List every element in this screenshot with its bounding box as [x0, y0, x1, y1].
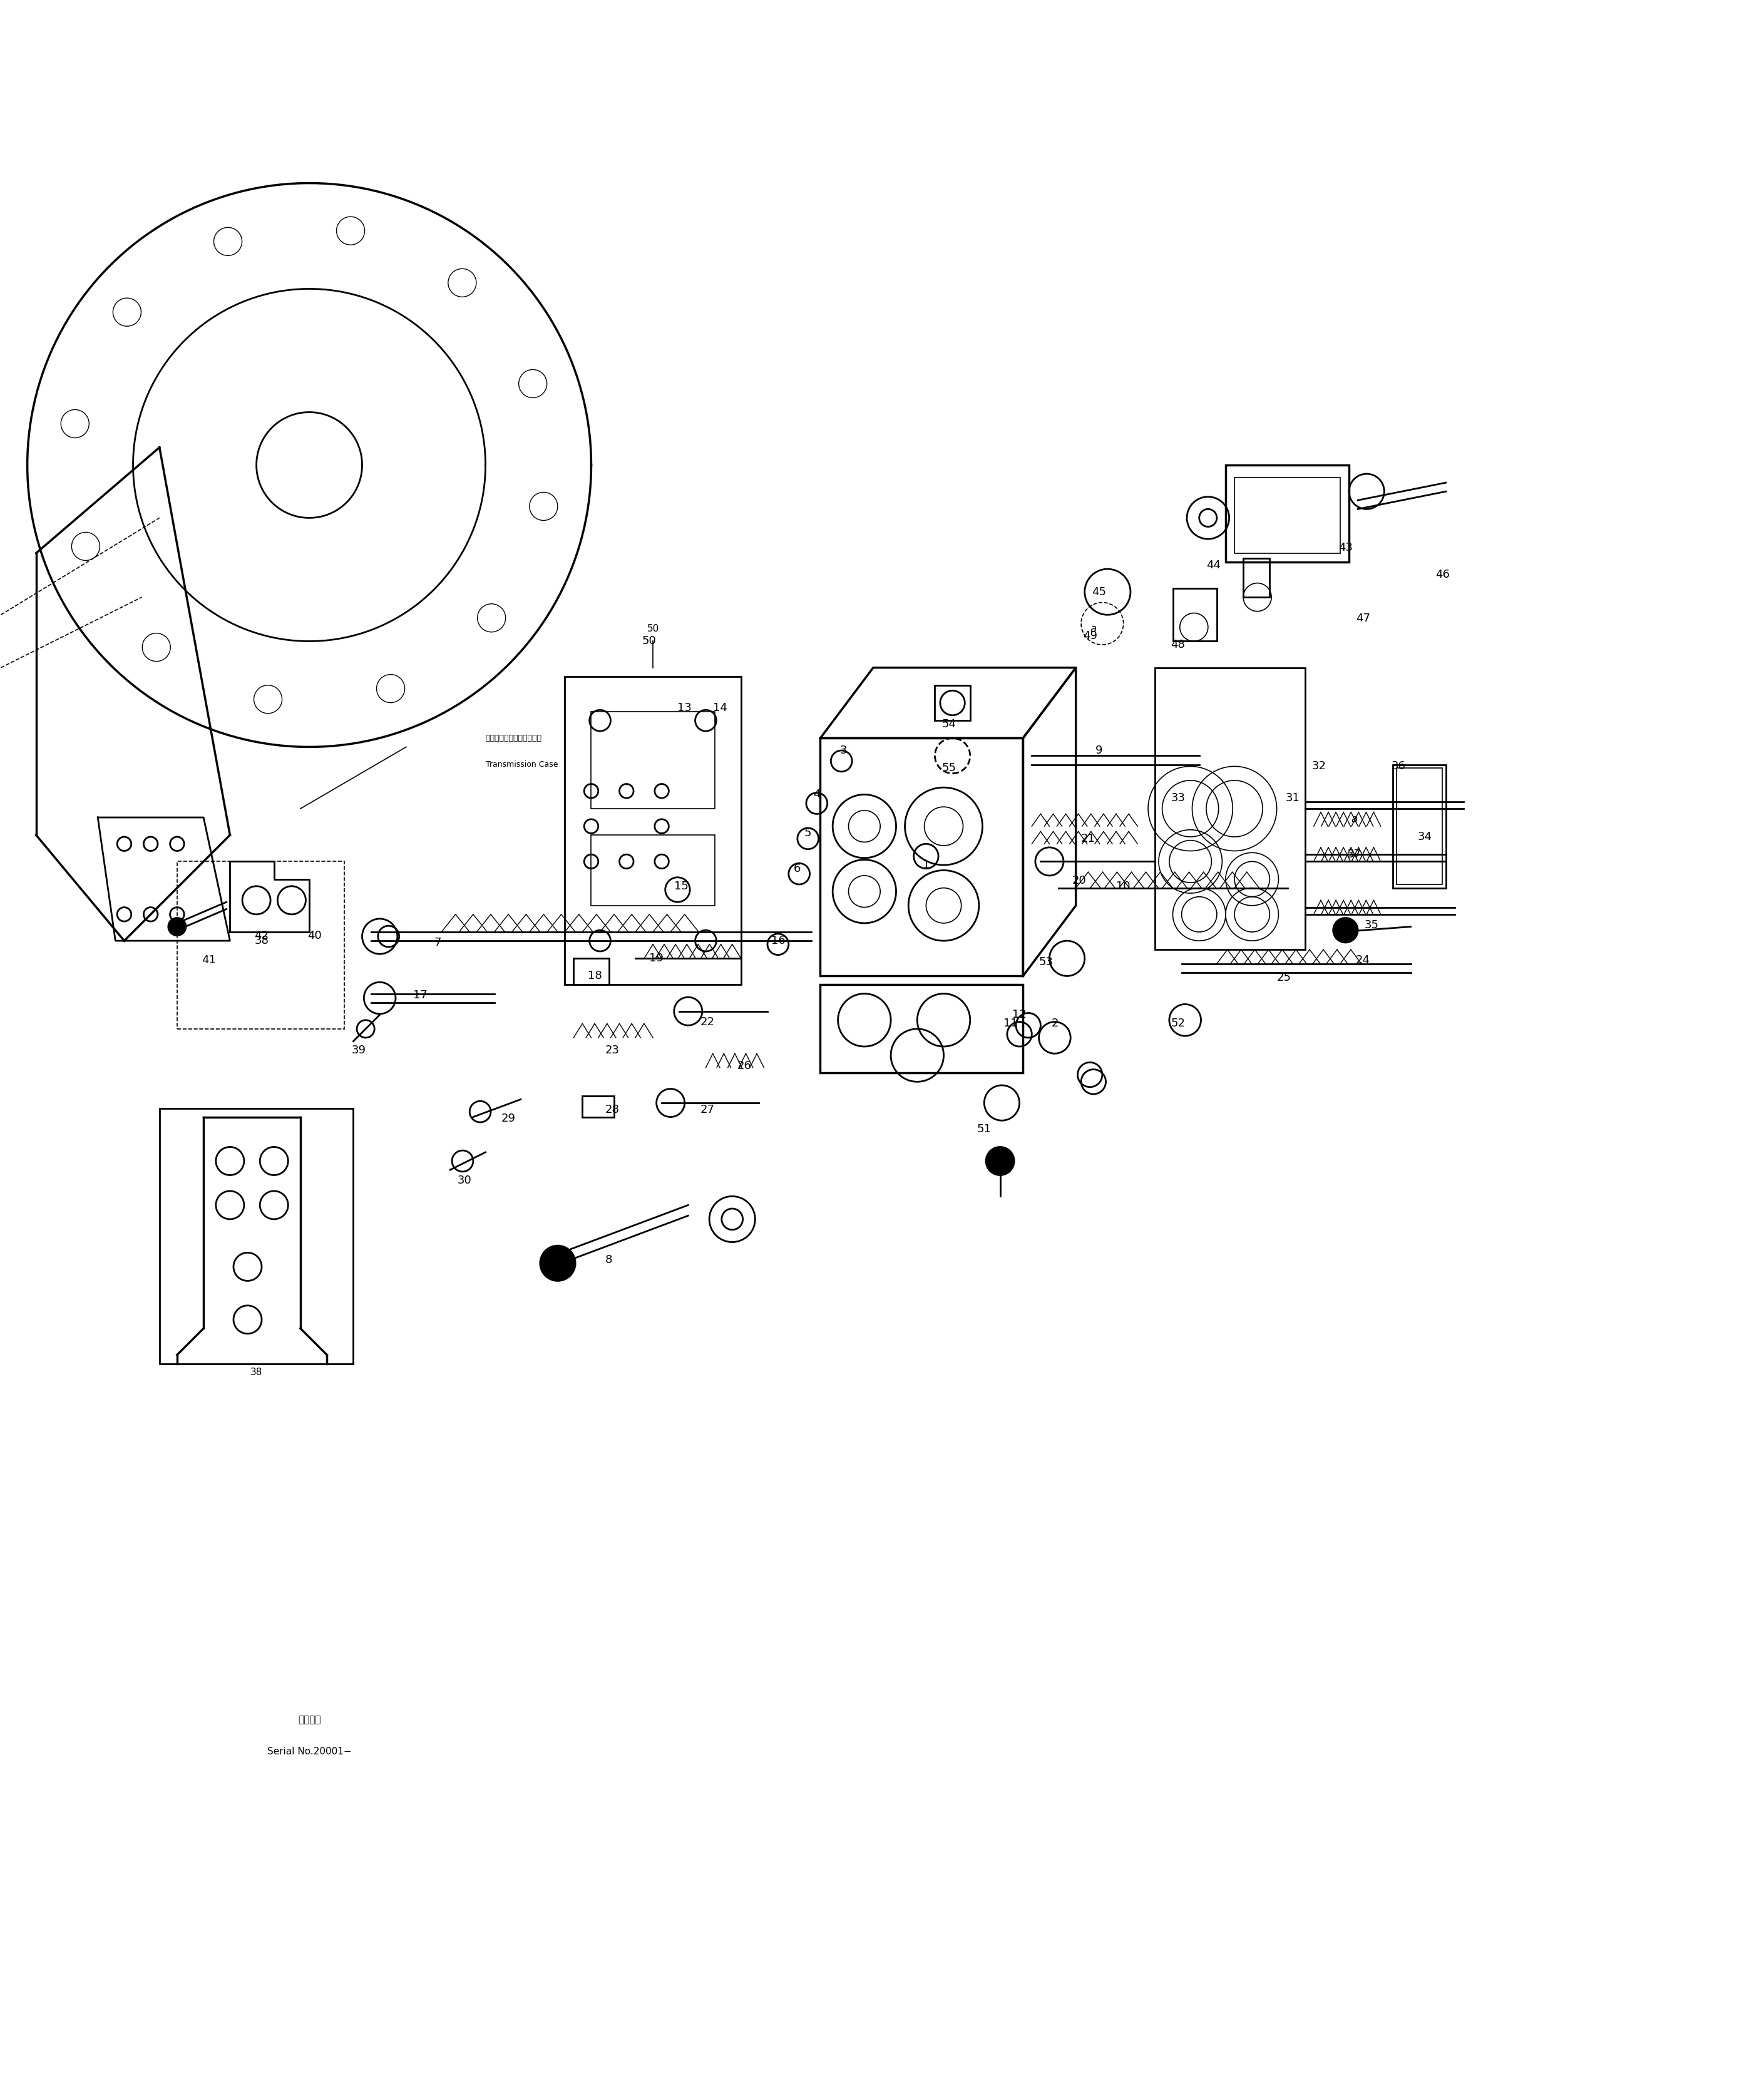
Text: 29: 29: [501, 1113, 515, 1124]
Bar: [1226, 465, 1349, 561]
Text: 42: 42: [254, 929, 268, 942]
Text: 50: 50: [647, 624, 660, 634]
Text: 7: 7: [434, 938, 441, 948]
Circle shape: [540, 1245, 575, 1281]
Text: 適用号機: 適用号機: [298, 1714, 321, 1725]
Text: Transmission Case: Transmission Case: [485, 760, 557, 768]
Text: 10: 10: [1117, 881, 1131, 892]
Bar: [820, 739, 1023, 975]
Text: トランスミッションケース: トランスミッションケース: [485, 735, 542, 743]
Text: 20: 20: [1073, 875, 1087, 887]
Text: 52: 52: [1171, 1017, 1185, 1030]
Text: 4: 4: [813, 789, 820, 800]
Text: 50: 50: [642, 636, 656, 647]
Text: 5: 5: [804, 827, 811, 839]
Circle shape: [986, 1147, 1014, 1174]
Text: 55: 55: [942, 762, 956, 774]
Bar: [935, 684, 970, 720]
Bar: [564, 676, 741, 986]
Text: 27: 27: [700, 1105, 714, 1116]
Text: 32: 32: [1312, 760, 1327, 772]
Bar: [573, 959, 609, 986]
Text: 18: 18: [587, 971, 602, 982]
Bar: [1173, 588, 1217, 640]
Bar: [1235, 477, 1341, 553]
Text: 54: 54: [942, 718, 956, 730]
Text: Serial No.20001−: Serial No.20001−: [266, 1748, 351, 1756]
Text: 36: 36: [1392, 760, 1406, 772]
Bar: [176, 862, 344, 1030]
Text: 51: 51: [977, 1124, 991, 1134]
Text: 6: 6: [794, 862, 801, 875]
Text: 3: 3: [840, 745, 847, 756]
Bar: [159, 1107, 353, 1365]
Circle shape: [168, 919, 185, 936]
Text: 34: 34: [1418, 831, 1432, 843]
Bar: [1394, 764, 1446, 887]
Text: 19: 19: [649, 952, 663, 965]
Text: a: a: [1351, 814, 1358, 825]
Text: 38: 38: [250, 1369, 263, 1377]
Text: 39: 39: [351, 1044, 365, 1055]
Text: 26: 26: [737, 1061, 751, 1072]
Text: 37: 37: [1348, 850, 1362, 860]
Text: 48: 48: [1171, 638, 1185, 651]
Text: 47: 47: [1357, 613, 1371, 624]
Text: 22: 22: [700, 1017, 714, 1028]
Text: 28: 28: [605, 1105, 619, 1116]
Text: 2: 2: [1051, 1017, 1058, 1030]
Text: 1: 1: [923, 860, 930, 871]
Text: 15: 15: [674, 881, 688, 892]
Text: 41: 41: [201, 954, 215, 965]
Text: 8: 8: [605, 1254, 612, 1266]
Bar: [591, 712, 714, 808]
Text: 49: 49: [1083, 630, 1097, 643]
Text: 23: 23: [605, 1044, 619, 1055]
Text: 14: 14: [713, 703, 727, 714]
Bar: [1155, 668, 1305, 950]
Bar: [591, 835, 714, 906]
Text: 43: 43: [1339, 542, 1353, 553]
Text: 44: 44: [1207, 559, 1221, 571]
Text: 25: 25: [1277, 971, 1291, 984]
Text: 13: 13: [677, 703, 691, 714]
Text: 45: 45: [1092, 586, 1106, 597]
Text: 33: 33: [1171, 793, 1185, 804]
Text: 21: 21: [1081, 833, 1095, 843]
Circle shape: [1334, 919, 1358, 942]
Text: 40: 40: [307, 929, 321, 942]
Bar: [1397, 768, 1443, 885]
Text: 11: 11: [1004, 1017, 1018, 1030]
Text: 38: 38: [254, 936, 268, 946]
Text: 53: 53: [1039, 957, 1053, 967]
Text: a: a: [1090, 624, 1097, 634]
Bar: [582, 1097, 614, 1118]
Bar: [1244, 559, 1270, 597]
Text: 31: 31: [1286, 793, 1300, 804]
Text: 35: 35: [1365, 919, 1379, 931]
Bar: [820, 986, 1023, 1074]
Text: 46: 46: [1436, 569, 1450, 580]
Text: 16: 16: [771, 936, 785, 946]
Text: 9: 9: [1095, 745, 1102, 756]
Text: 24: 24: [1357, 954, 1371, 965]
Text: 30: 30: [457, 1174, 471, 1187]
Text: 17: 17: [413, 990, 427, 1000]
Text: 12: 12: [1013, 1009, 1027, 1021]
